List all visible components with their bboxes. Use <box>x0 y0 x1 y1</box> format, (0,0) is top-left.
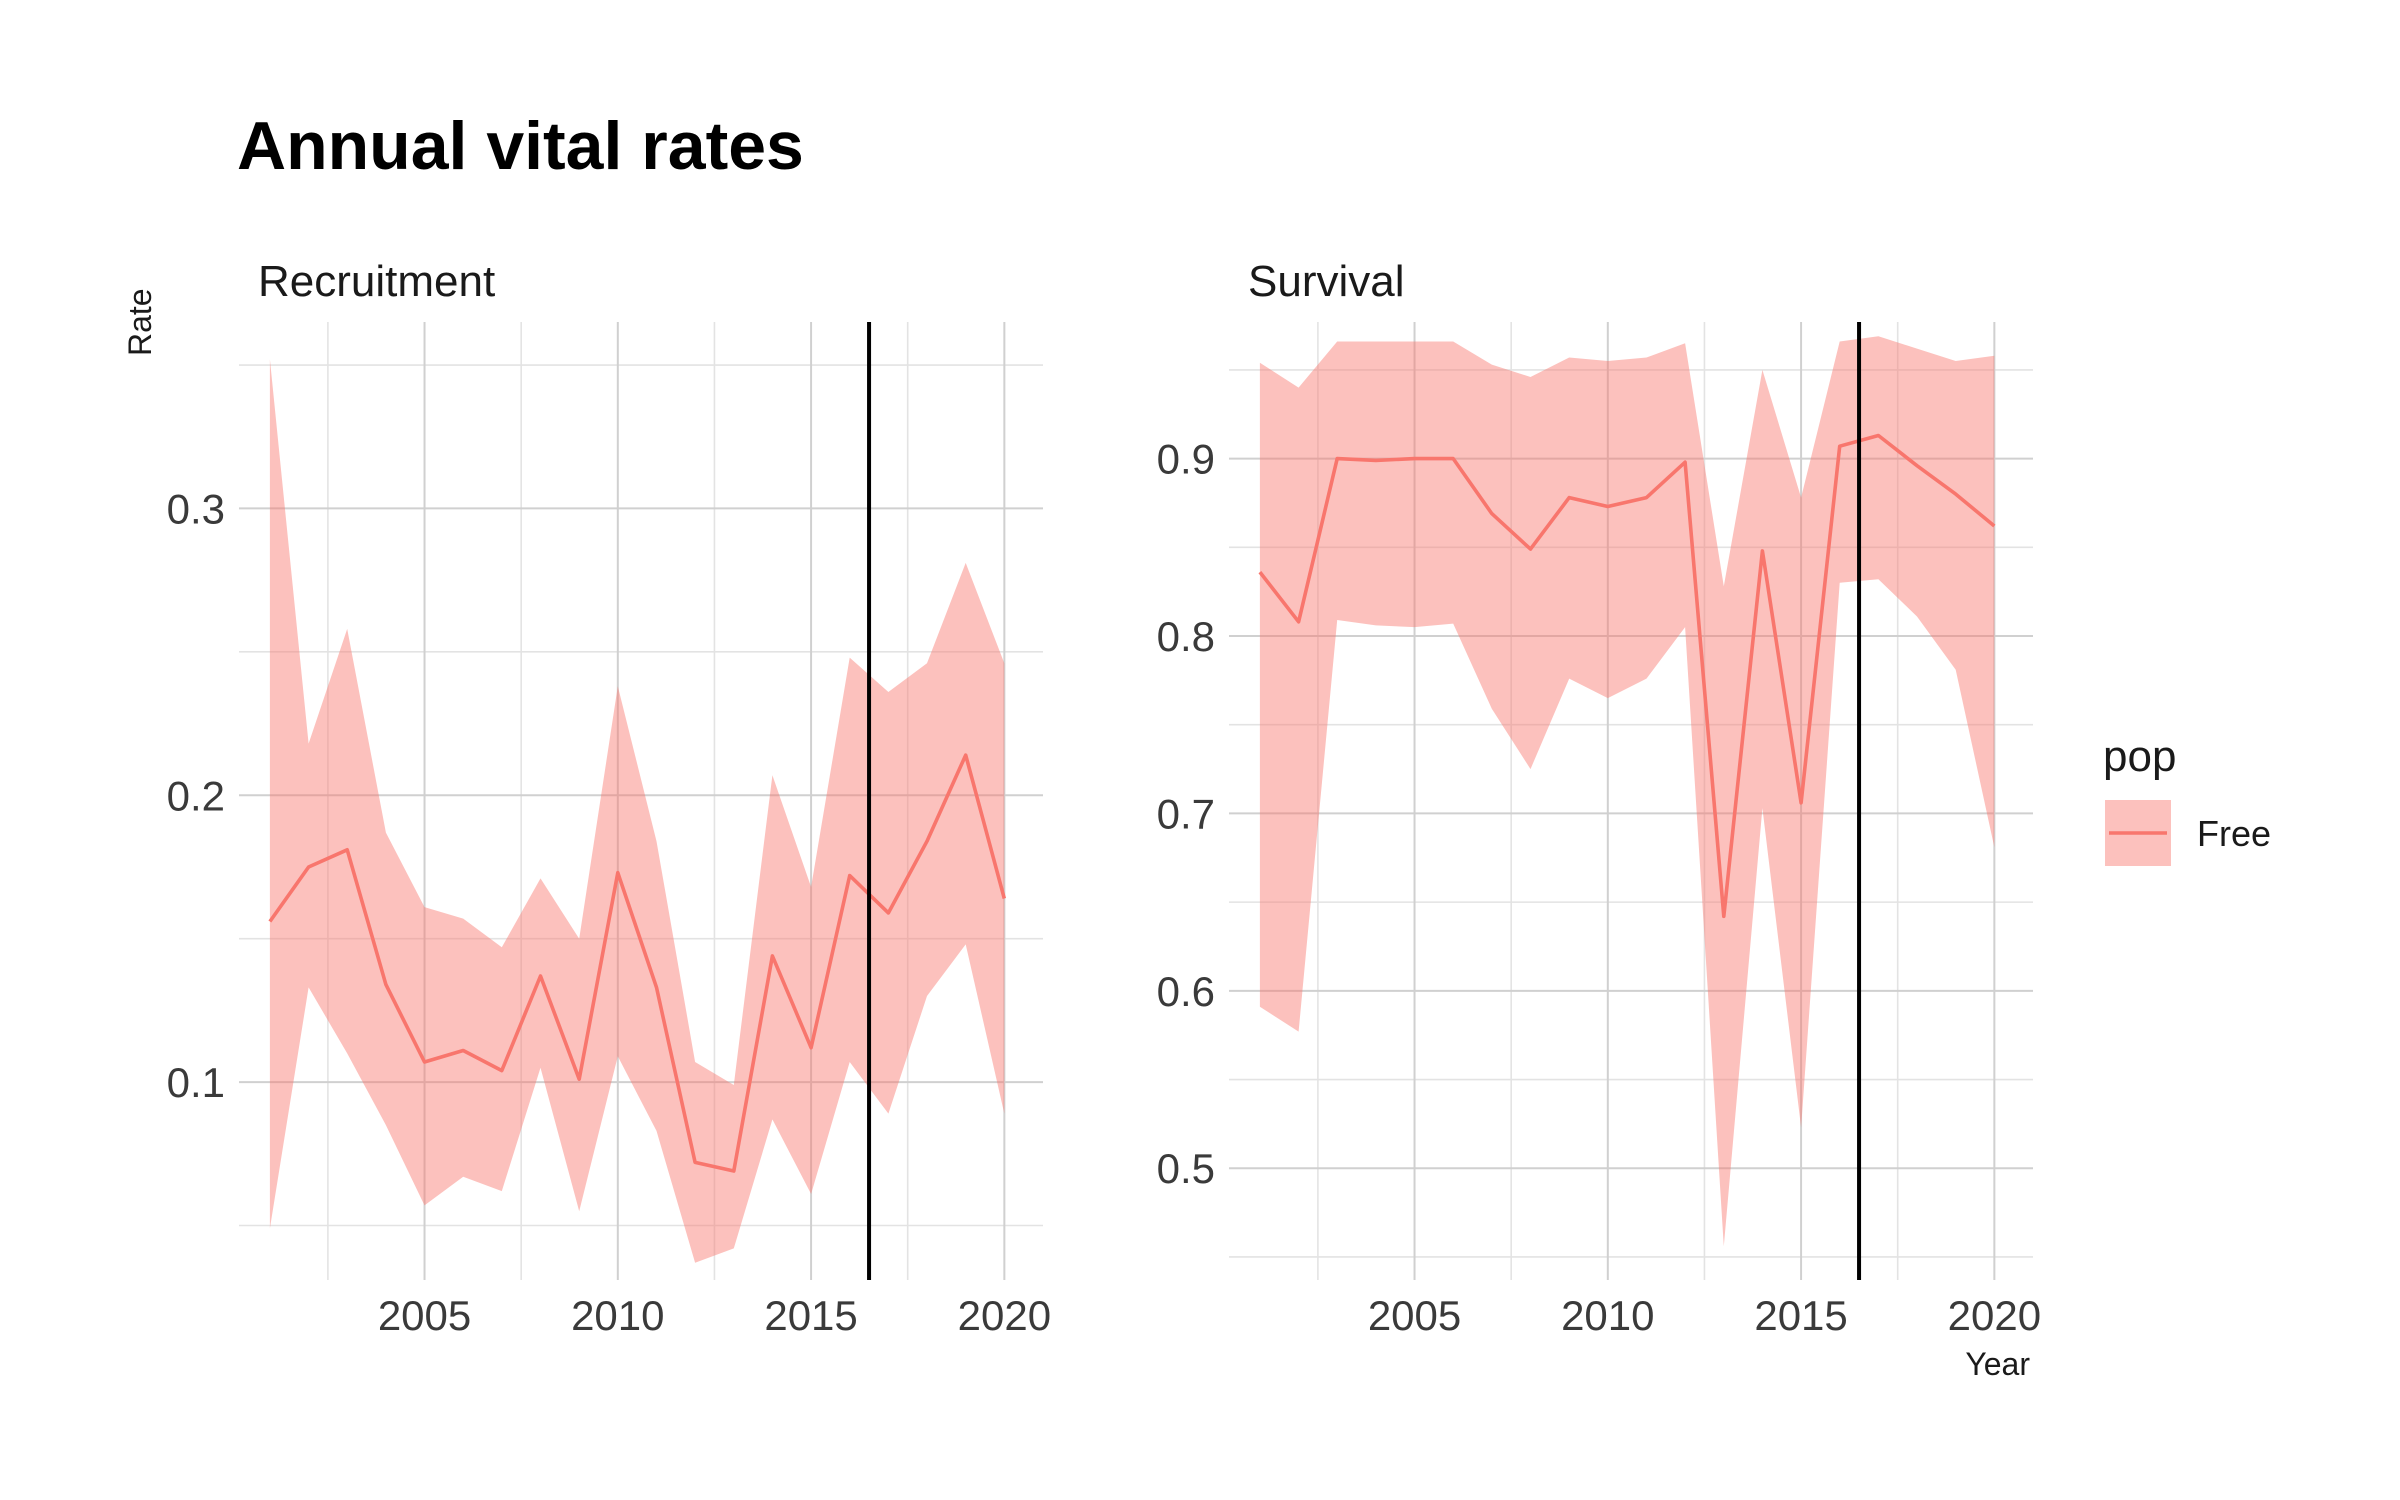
legend-label-free: Free <box>2197 813 2271 854</box>
panel-strip-label-survival: Survival <box>1248 257 1405 306</box>
legend: pop Free <box>2103 732 2271 866</box>
x-axis-title: Year <box>1965 1346 2030 1382</box>
y-tick-label: 0.1 <box>167 1059 225 1106</box>
x-tick-label: 2015 <box>1754 1292 1847 1339</box>
x-tick-label: 2005 <box>378 1292 471 1339</box>
confidence-ribbon <box>269 359 1005 1263</box>
panel-recruitment: Recruitment 0.1 0.2 0.3 2005 2010 2015 2020 <box>167 257 1051 1339</box>
x-tick-label: 2010 <box>571 1292 664 1339</box>
y-tick-label: 0.2 <box>167 772 225 819</box>
chart-title: Annual vital rates <box>237 108 804 184</box>
x-tick-label: 2020 <box>958 1292 1051 1339</box>
x-tick-label: 2005 <box>1368 1292 1461 1339</box>
x-tick-label: 2015 <box>764 1292 857 1339</box>
legend-title: pop <box>2103 732 2176 781</box>
y-tick-label: 0.5 <box>1157 1145 1215 1192</box>
y-tick-label: 0.7 <box>1157 790 1215 837</box>
series-line-free <box>268 753 1007 1173</box>
y-tick-label: 0.3 <box>167 485 225 532</box>
panel-strip-label-recruitment: Recruitment <box>258 257 495 306</box>
x-tick-label: 2020 <box>1948 1292 2041 1339</box>
series-line-free <box>1258 433 1996 919</box>
x-tick-label: 2010 <box>1561 1292 1654 1339</box>
y-tick-label: 0.8 <box>1157 613 1215 660</box>
y-tick-label: 0.9 <box>1157 436 1215 483</box>
panel-survival: Survival 0.5 0.6 0.7 0.8 0.9 2005 2010 2015 2020 <box>1157 257 2041 1339</box>
y-axis-title: Rate <box>122 288 158 356</box>
confidence-ribbon <box>1259 336 1995 1247</box>
y-tick-label: 0.6 <box>1157 968 1215 1015</box>
